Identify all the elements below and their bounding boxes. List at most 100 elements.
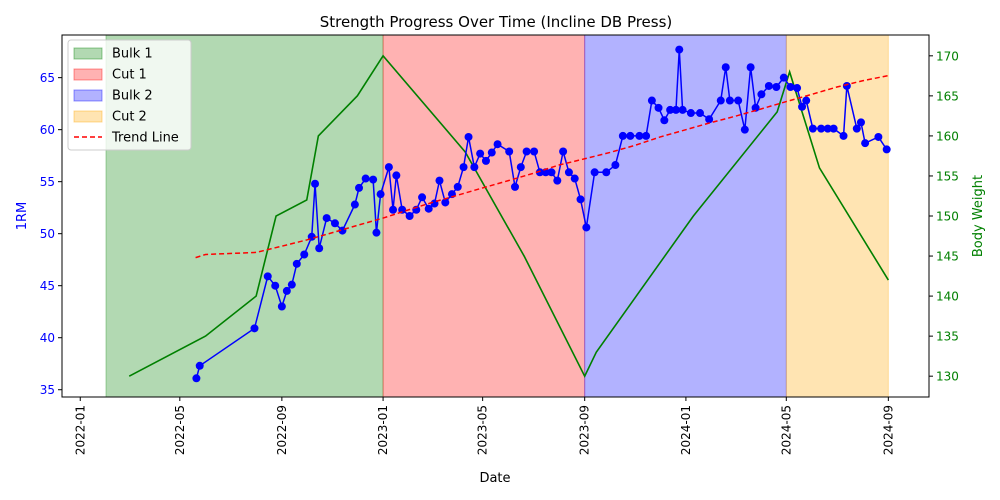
- one-rm-point: [740, 125, 749, 134]
- y-left-tick-label: 50: [40, 227, 55, 241]
- one-rm-point: [392, 171, 401, 180]
- one-rm-point: [635, 131, 644, 140]
- one-rm-point: [611, 161, 620, 170]
- legend-swatch: [73, 110, 103, 123]
- phase-band-4: [785, 34, 889, 398]
- one-rm-point: [802, 96, 811, 105]
- one-rm-point: [725, 96, 734, 105]
- one-rm-point: [487, 148, 496, 157]
- legend-swatch: [73, 47, 103, 60]
- x-tick-label: 2024-09: [881, 405, 895, 455]
- y-left-tick-label: 40: [40, 331, 55, 345]
- legend: Bulk 1 Cut 1 Bulk 2 Cut 2 Trend Line: [67, 39, 192, 151]
- one-rm-point: [817, 124, 826, 133]
- one-rm-point: [405, 212, 414, 220]
- body-weight-line: [128, 54, 890, 378]
- one-rm-point: [369, 175, 378, 184]
- phase-band-3: [584, 34, 787, 398]
- one-rm-point: [861, 139, 870, 148]
- x-tick-label: 2022-05: [173, 405, 187, 455]
- one-rm-point: [570, 174, 579, 183]
- one-rm-point: [361, 174, 370, 183]
- one-rm-point: [195, 361, 204, 370]
- one-rm-point: [441, 198, 450, 207]
- y-right-tick-label: 165: [936, 89, 959, 103]
- series-layer: [128, 45, 891, 383]
- one-rm-point: [582, 223, 591, 232]
- one-rm-point: [678, 105, 687, 114]
- one-rm-point: [671, 105, 680, 114]
- x-axis: 2022-01 2022-05 2022-09 2023-01 2023-05 2023-…: [73, 397, 895, 455]
- y-right-tick-label: 170: [936, 49, 959, 63]
- one-rm-point: [882, 145, 891, 154]
- one-rm-point: [459, 163, 468, 172]
- one-rm-point: [602, 168, 611, 177]
- one-rm-point: [282, 286, 291, 295]
- legend-label: Bulk 1: [112, 47, 153, 62]
- y-right-tick-label: 145: [936, 250, 959, 264]
- y-left-tick-label: 65: [40, 71, 55, 85]
- one-rm-point: [470, 163, 479, 172]
- one-rm-point: [372, 228, 381, 237]
- y-left-tick-label: 45: [40, 279, 55, 293]
- one-rm-point: [505, 147, 514, 156]
- one-rm-point: [376, 190, 385, 199]
- one-rm-point: [564, 168, 573, 177]
- one-rm-point: [464, 132, 473, 141]
- one-rm-point: [647, 96, 656, 105]
- y-axis-left: 35 40 45 50 55 60 65: [40, 71, 62, 397]
- one-rm-point: [435, 176, 444, 185]
- one-rm-point: [786, 83, 795, 92]
- one-rm-point: [516, 163, 525, 172]
- one-rm-point: [696, 109, 705, 118]
- one-rm-point: [277, 302, 286, 311]
- one-rm-point: [522, 147, 531, 156]
- one-rm-point: [250, 324, 259, 333]
- one-rm-point: [535, 168, 544, 177]
- one-rm-point: [547, 168, 556, 177]
- legend-label: Trend Line: [111, 131, 179, 146]
- legend-box: [67, 39, 192, 151]
- one-rm-point: [746, 63, 755, 72]
- one-rm-point: [660, 116, 669, 125]
- x-tick-label: 2024-05: [779, 405, 793, 455]
- one-rm-point: [823, 124, 832, 133]
- legend-swatch: [73, 89, 103, 102]
- one-rm-point: [311, 179, 320, 188]
- one-rm-point: [559, 147, 568, 156]
- one-rm-point: [856, 118, 865, 127]
- one-rm-point: [757, 90, 766, 99]
- one-rm-point: [192, 374, 201, 383]
- y-left-tick-label: 60: [40, 123, 55, 137]
- y-axis-right-label: Body Weight: [971, 175, 986, 257]
- one-rm-point: [721, 63, 730, 72]
- one-rm-point: [355, 183, 364, 192]
- y-right-tick-label: 140: [936, 290, 959, 304]
- legend-label: Cut 1: [112, 68, 147, 83]
- one-rm-point: [389, 205, 398, 214]
- one-rm-point: [793, 84, 802, 93]
- one-rm-point: [576, 195, 585, 204]
- one-rm-point: [330, 219, 339, 228]
- one-rm-point: [553, 176, 562, 185]
- one-rm-point: [798, 102, 807, 111]
- y-left-tick-label: 55: [40, 175, 55, 189]
- one-rm-point: [481, 156, 490, 165]
- one-rm-point: [510, 182, 519, 191]
- one-rm-point: [453, 182, 462, 191]
- one-rm-point: [618, 131, 627, 140]
- x-tick-label: 2023-09: [578, 405, 592, 455]
- one-rm-point: [751, 103, 760, 112]
- one-rm-point: [271, 281, 280, 290]
- one-rm-point: [734, 96, 743, 105]
- one-rm-point: [874, 132, 883, 141]
- one-rm-point: [808, 124, 817, 133]
- one-rm-point: [292, 259, 301, 268]
- legend-swatch: [73, 68, 103, 81]
- x-tick-label: 2022-01: [73, 405, 87, 455]
- y-axis-right: 130 135 140 145 150 155 160 165 170: [929, 49, 959, 384]
- one-rm-point: [287, 280, 296, 289]
- one-rm-point: [642, 131, 651, 140]
- trend-line: [195, 74, 889, 259]
- one-rm-point: [322, 214, 331, 223]
